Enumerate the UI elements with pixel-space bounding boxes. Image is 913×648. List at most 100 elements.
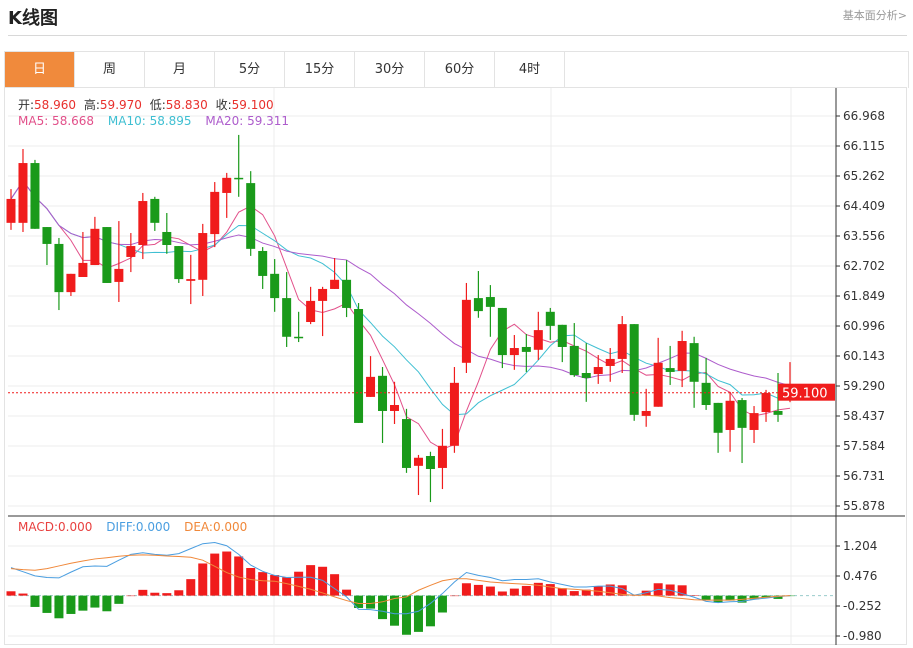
price-tick-label: 65.262 (843, 169, 885, 183)
price-tick-label: 66.968 (843, 109, 885, 123)
macd-bar (138, 589, 148, 596)
candle-up (761, 393, 771, 413)
macd-bar (437, 595, 447, 613)
candle-down (581, 372, 591, 378)
high-label: 高: (83, 98, 100, 112)
candle-up (222, 177, 232, 193)
candle-down (294, 336, 304, 339)
macd-bar (390, 595, 400, 626)
macd-bar (270, 575, 280, 596)
macd-bar (66, 595, 76, 614)
candle-up (126, 246, 136, 257)
tab-5min[interactable]: 5分 (215, 52, 285, 88)
ma10-line (10, 180, 791, 416)
macd-bar (6, 591, 16, 596)
macd-bar (713, 595, 723, 603)
candle-up (749, 413, 759, 430)
diff-value: DIFF:0.000 (106, 520, 171, 534)
price-tick-label: 60.996 (843, 319, 885, 333)
candle-up (437, 445, 447, 468)
macd-bar (150, 592, 160, 596)
macd-tick-label: 0.476 (843, 569, 877, 583)
ma-legend: MA5: 58.668 MA10: 58.895 MA20: 59.311 (18, 114, 293, 128)
macd-legend: MACD:0.000 DIFF:0.000 DEA:0.000 (18, 520, 251, 534)
candle-up (330, 279, 340, 289)
macd-bar (162, 593, 172, 596)
period-tabs: 日 周 月 5分 15分 30分 60分 4时 (4, 51, 909, 88)
candle-down (569, 345, 579, 376)
fundamental-analysis-link[interactable]: 基本面分析> (842, 9, 907, 22)
candle-up (449, 382, 459, 446)
candle-up (533, 330, 543, 350)
candle-down (342, 279, 352, 308)
ma5-line (10, 180, 791, 450)
high-value: 59.970 (99, 98, 142, 112)
candle-up (390, 405, 400, 411)
header-divider (8, 35, 907, 36)
macd-bar (258, 572, 268, 596)
macd-bar (234, 556, 244, 596)
macd-bar (78, 595, 88, 611)
tab-week[interactable]: 周 (75, 52, 145, 88)
tab-60min[interactable]: 60分 (425, 52, 495, 88)
candle-down (737, 400, 747, 428)
candle-down (42, 227, 52, 244)
macd-bar (761, 595, 771, 598)
candle-up (617, 324, 627, 359)
candle-down (521, 346, 531, 352)
candle-up (641, 410, 651, 416)
candle-down (150, 198, 160, 223)
macd-bar (533, 582, 543, 596)
open-value: 58.960 (34, 98, 77, 112)
tab-15min[interactable]: 15分 (285, 52, 355, 88)
candle-up (413, 457, 423, 466)
tab-day[interactable]: 日 (5, 52, 75, 88)
ma20-line (10, 180, 791, 387)
last-price-label: 59.100 (782, 387, 828, 402)
candle-down (545, 311, 555, 326)
macd-bar (401, 595, 411, 635)
macd-bar (497, 591, 507, 596)
macd-bar (701, 595, 711, 600)
macd-bar (18, 593, 28, 596)
candle-up (198, 233, 208, 280)
macd-bar (581, 589, 591, 596)
candle-down (629, 324, 639, 415)
candle-up (114, 268, 124, 282)
price-tick-label: 57.584 (843, 439, 885, 453)
macd-bar (473, 584, 483, 596)
macd-bar (378, 595, 388, 620)
macd-bar (509, 588, 519, 596)
candle-up (18, 163, 28, 223)
candle-down (258, 250, 268, 276)
candle-down (665, 368, 675, 372)
candle-down (473, 298, 483, 312)
tab-month[interactable]: 月 (145, 52, 215, 88)
macd-bar (294, 571, 304, 596)
tab-4hour[interactable]: 4时 (495, 52, 565, 88)
candle-down (30, 163, 40, 229)
macd-bar (318, 566, 328, 596)
macd-bar (282, 577, 292, 596)
macd-bar (102, 595, 112, 612)
candle-down (246, 183, 256, 249)
low-value: 58.830 (165, 98, 208, 112)
macd-bar (354, 595, 364, 608)
macd-bar (749, 595, 759, 600)
macd-bar (461, 583, 471, 596)
macd-bar (425, 595, 435, 627)
candle-up (210, 191, 220, 235)
candle-down (557, 324, 567, 347)
macd-bar (605, 584, 615, 596)
candle-down (270, 273, 280, 299)
chart-frame (4, 87, 907, 645)
candle-down (689, 343, 699, 382)
macd-tick-label: -0.980 (843, 629, 882, 643)
candle-up (66, 273, 76, 293)
macd-bar (30, 595, 40, 607)
macd-tick-label: 1.204 (843, 539, 877, 553)
ma10-value: MA10: 58.895 (107, 114, 192, 128)
tab-30min[interactable]: 30分 (355, 52, 425, 88)
close-label: 收: (215, 98, 232, 112)
